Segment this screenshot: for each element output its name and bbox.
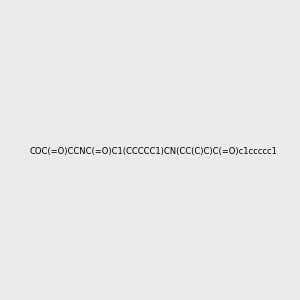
Text: COC(=O)CCNC(=O)C1(CCCCC1)CN(CC(C)C)C(=O)c1ccccc1: COC(=O)CCNC(=O)C1(CCCCC1)CN(CC(C)C)C(=O)… — [30, 147, 278, 156]
